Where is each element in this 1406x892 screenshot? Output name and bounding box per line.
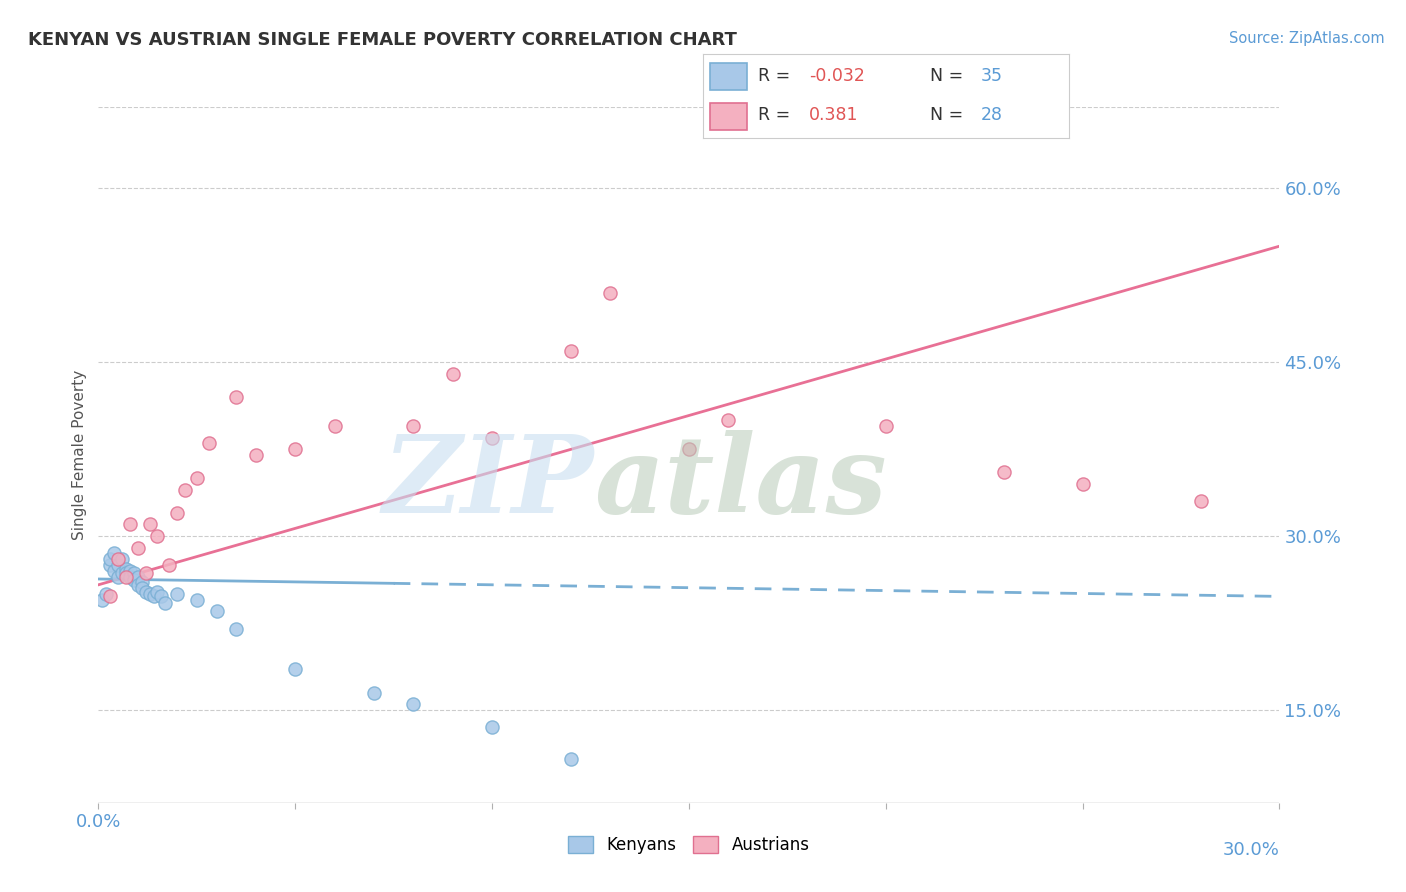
Point: [560, 752, 582, 766]
Point: [875, 419, 897, 434]
Point: [118, 517, 141, 532]
Text: 35: 35: [981, 68, 1002, 86]
Point: [96, 587, 118, 601]
Point: [122, 566, 145, 581]
Bar: [710, 103, 747, 130]
Point: [138, 587, 160, 601]
Point: [166, 587, 188, 601]
Text: 28: 28: [981, 106, 1002, 124]
Point: [127, 570, 149, 584]
Point: [111, 552, 134, 566]
Point: [131, 575, 153, 590]
Point: [284, 662, 307, 677]
Point: [284, 442, 307, 457]
Point: [481, 721, 503, 735]
Point: [166, 506, 188, 520]
Point: [245, 448, 267, 462]
Point: [138, 517, 160, 532]
Point: [107, 558, 129, 573]
Text: -0.032: -0.032: [808, 68, 865, 86]
Point: [115, 566, 138, 581]
Point: [186, 592, 208, 607]
Point: [186, 471, 208, 485]
Text: N =: N =: [929, 68, 969, 86]
Point: [91, 592, 114, 607]
Point: [118, 564, 141, 578]
Text: atlas: atlas: [595, 430, 887, 536]
Point: [1189, 494, 1212, 508]
Point: [127, 578, 149, 592]
Text: R =: R =: [758, 106, 801, 124]
Y-axis label: Single Female Poverty: Single Female Poverty: [72, 370, 87, 540]
Point: [98, 590, 121, 604]
Legend: Kenyans, Austrians: Kenyans, Austrians: [561, 829, 817, 861]
Point: [146, 584, 169, 599]
Point: [107, 552, 129, 566]
Point: [993, 466, 1015, 480]
Point: [103, 546, 125, 561]
Point: [225, 622, 247, 636]
Point: [150, 590, 173, 604]
Point: [717, 413, 740, 427]
Point: [205, 605, 228, 619]
Point: [135, 584, 157, 599]
Point: [363, 685, 385, 699]
Point: [115, 570, 138, 584]
Bar: [710, 62, 747, 90]
Point: [197, 436, 219, 450]
Point: [599, 285, 621, 300]
Point: [1071, 476, 1094, 491]
Point: [323, 419, 346, 434]
Point: [98, 552, 121, 566]
Point: [678, 442, 700, 457]
Point: [402, 419, 425, 434]
Point: [146, 529, 169, 543]
Point: [402, 698, 425, 712]
Text: R =: R =: [758, 68, 796, 86]
Text: Source: ZipAtlas.com: Source: ZipAtlas.com: [1229, 31, 1385, 46]
Point: [122, 573, 145, 587]
Text: 0.381: 0.381: [808, 106, 859, 124]
Point: [135, 566, 157, 581]
Point: [111, 566, 134, 581]
Point: [118, 570, 141, 584]
Point: [98, 558, 121, 573]
Point: [127, 541, 149, 555]
Point: [107, 570, 129, 584]
Point: [481, 431, 503, 445]
Point: [157, 558, 180, 573]
Text: ZIP: ZIP: [382, 430, 595, 536]
Point: [155, 596, 177, 610]
Text: 30.0%: 30.0%: [1223, 841, 1279, 859]
Text: N =: N =: [929, 106, 969, 124]
Text: KENYAN VS AUSTRIAN SINGLE FEMALE POVERTY CORRELATION CHART: KENYAN VS AUSTRIAN SINGLE FEMALE POVERTY…: [28, 31, 737, 49]
Point: [103, 564, 125, 578]
Point: [142, 590, 165, 604]
Point: [225, 390, 247, 404]
Point: [115, 561, 138, 575]
Point: [131, 582, 153, 596]
Point: [441, 367, 464, 381]
Point: [560, 343, 582, 358]
Point: [174, 483, 197, 497]
